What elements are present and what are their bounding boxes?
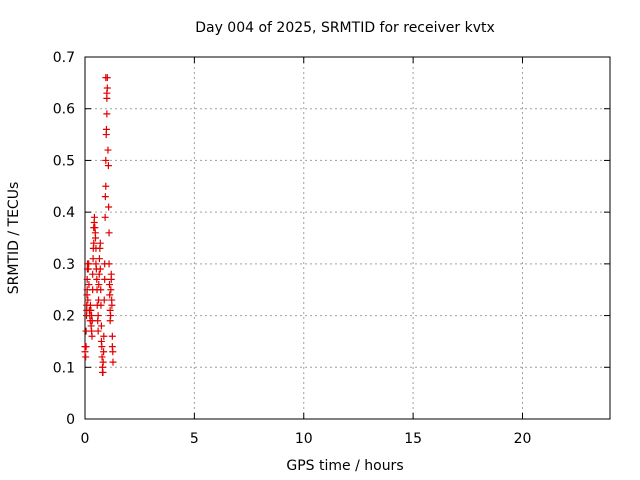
data-point-plus	[103, 84, 111, 92]
data-point-plus	[101, 213, 109, 221]
data-point-plus	[95, 270, 103, 278]
data-point-plus	[109, 358, 117, 366]
data-point-plus	[106, 291, 114, 299]
x-tick-label: 5	[190, 431, 199, 447]
data-point-plus	[99, 358, 107, 366]
data-point-plus	[93, 275, 101, 283]
data-point-plus	[103, 110, 111, 118]
data-markers	[81, 74, 117, 376]
data-point-plus	[95, 281, 103, 289]
data-point-plus	[100, 348, 108, 356]
data-point-plus	[94, 327, 102, 335]
data-point-plus	[90, 213, 98, 221]
data-point-plus	[89, 255, 97, 263]
data-point-plus	[105, 229, 113, 237]
data-point-plus	[107, 286, 115, 294]
data-point-plus	[102, 156, 110, 164]
x-tick-label: 0	[81, 431, 90, 447]
y-axis-label: SRMTID / TECUs	[6, 182, 22, 295]
data-point-plus	[104, 162, 112, 170]
data-point-plus	[105, 260, 113, 268]
data-point-plus	[101, 193, 109, 201]
data-point-plus	[101, 275, 109, 283]
data-point-plus	[97, 301, 105, 309]
data-point-plus	[108, 332, 116, 340]
tick-labels: 0 0.1 0.2 0.3 0.4 0.5 0.6 0.7 0 5 10 15 20	[53, 50, 532, 447]
data-point-plus	[82, 343, 90, 351]
data-point-plus	[107, 270, 115, 278]
data-point-plus	[88, 312, 96, 320]
y-tick-label: 0.1	[53, 360, 75, 376]
y-tick-label: 0.6	[53, 102, 75, 118]
y-tick-label: 0.7	[53, 50, 75, 66]
data-point-plus	[102, 125, 110, 133]
data-point-plus	[107, 312, 115, 320]
data-point-plus	[87, 306, 95, 314]
x-tick-label: 20	[514, 431, 532, 447]
data-point-plus	[96, 239, 104, 247]
data-point-plus	[83, 275, 91, 283]
data-point-plus	[109, 348, 117, 356]
data-point-plus	[97, 322, 105, 330]
data-point-plus	[95, 255, 103, 263]
data-point-plus	[89, 270, 97, 278]
data-point-plus	[98, 343, 106, 351]
data-point-plus	[99, 368, 107, 376]
x-axis-label: GPS time / hours	[286, 458, 403, 474]
data-point-plus	[102, 74, 110, 82]
data-point-plus	[94, 312, 102, 320]
data-point-plus	[104, 146, 112, 154]
y-tick-label: 0.5	[53, 153, 75, 169]
y-tick-label: 0.3	[53, 257, 75, 273]
plot-frame	[84, 56, 611, 420]
y-tick-label: 0	[66, 412, 75, 428]
data-point-plus	[81, 348, 89, 356]
data-point-plus	[92, 234, 99, 242]
data-point-plus	[85, 260, 93, 268]
data-point-plus	[90, 239, 98, 247]
grid-lines	[85, 57, 610, 419]
chart-title: Day 004 of 2025, SRMTID for receiver kvt…	[195, 20, 495, 36]
data-point-plus	[97, 286, 105, 294]
data-point-plus	[100, 296, 108, 304]
data-point-plus	[100, 332, 108, 340]
y-tick-label: 0.2	[53, 309, 75, 325]
data-point-plus	[98, 353, 106, 361]
data-point-plus	[105, 203, 113, 211]
x-tick-label: 10	[295, 431, 313, 447]
data-point-plus	[108, 301, 116, 309]
x-tick-label: 15	[404, 431, 422, 447]
data-point-plus	[106, 281, 113, 289]
data-point-plus	[88, 332, 96, 340]
data-point-plus	[85, 281, 93, 289]
data-point-plus	[84, 296, 92, 304]
data-point-plus	[102, 182, 110, 190]
data-point-plus	[96, 265, 104, 273]
data-point-plus	[82, 353, 90, 361]
y-tick-label: 0.4	[53, 205, 75, 221]
